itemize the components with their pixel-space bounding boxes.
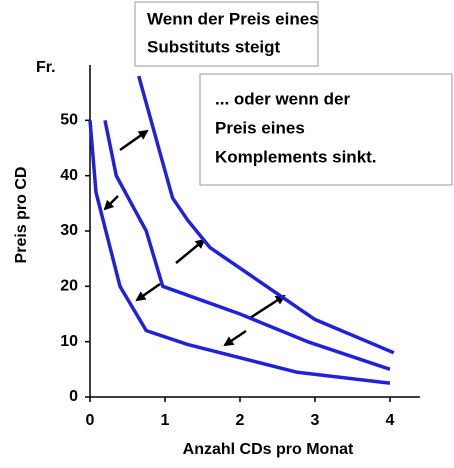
arrow	[119, 129, 149, 152]
y-tick-label: 0	[69, 388, 78, 405]
y-tick-label: 50	[60, 112, 78, 129]
x-tick-label: 0	[86, 412, 95, 429]
y-tick-label: 40	[60, 167, 78, 184]
annotation: Preis eines	[215, 118, 305, 137]
x-tick-label: 3	[311, 412, 320, 429]
y-axis-label: Preis pro CD	[13, 167, 30, 264]
arrow	[223, 329, 247, 347]
x-tick-label: 2	[236, 412, 245, 429]
arrow	[175, 238, 206, 264]
arrow	[103, 195, 119, 211]
demand-curve	[88, 120, 391, 385]
annotation: Komplements sinkt.	[215, 147, 377, 166]
arrows	[103, 129, 286, 347]
annotation: Wenn der Preis eines	[147, 9, 319, 28]
y-unit: Fr.	[36, 59, 56, 76]
annotation-box	[134, 1, 319, 67]
arrow	[135, 282, 161, 302]
x-axis-label: Anzahl CDs pro Monat	[183, 441, 354, 458]
y-tick-label: 20	[60, 278, 78, 295]
annotation: ... oder wenn der	[215, 89, 350, 108]
x-tick-label: 1	[161, 412, 170, 429]
annotation-box	[199, 73, 453, 186]
y-tick-label: 10	[60, 333, 78, 350]
x-tick-label: 4	[386, 412, 395, 429]
annotation: Substituts steigt	[147, 37, 281, 56]
y-tick-label: 30	[60, 222, 78, 239]
demand-curve	[103, 119, 391, 371]
arrow	[249, 294, 286, 320]
demand-curve	[137, 75, 395, 355]
